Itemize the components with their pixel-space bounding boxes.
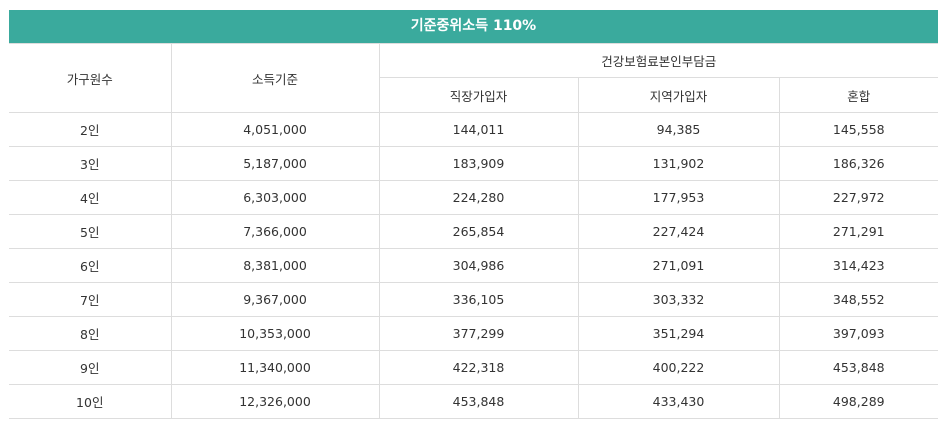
table-body: 2인 4,051,000 144,011 94,385 145,558 3인 5,187,0…: [9, 112, 939, 419]
cell-household: 10인: [9, 384, 172, 419]
cell-mixed: 186,326: [779, 146, 939, 181]
cell-regional: 227,424: [578, 214, 780, 249]
cell-income: 6,303,000: [171, 180, 380, 215]
header-household: 가구원수: [9, 43, 172, 113]
cell-regional: 94,385: [578, 112, 780, 147]
cell-household: 9인: [9, 350, 172, 385]
cell-regional: 131,902: [578, 146, 780, 181]
cell-income: 5,187,000: [171, 146, 380, 181]
cell-income: 8,381,000: [171, 248, 380, 283]
cell-income: 12,326,000: [171, 384, 380, 419]
cell-mixed: 453,848: [779, 350, 939, 385]
cell-household: 2인: [9, 112, 172, 147]
cell-income: 7,366,000: [171, 214, 380, 249]
header-regional: 지역가입자: [578, 77, 780, 113]
cell-mixed: 271,291: [779, 214, 939, 249]
header-premium-group: 건강보험료본인부담금: [379, 43, 939, 78]
cell-employee: 377,299: [379, 316, 579, 351]
cell-regional: 400,222: [578, 350, 780, 385]
cell-household: 4인: [9, 180, 172, 215]
cell-regional: 177,953: [578, 180, 780, 215]
table-row: 7인 9,367,000 336,105 303,332 348,552: [9, 282, 939, 317]
table-row: 10인 12,326,000 453,848 433,430 498,289: [9, 384, 939, 419]
cell-regional: 303,332: [578, 282, 780, 317]
header-row-2: 직장가입자 지역가입자 혼합: [9, 77, 939, 113]
cell-employee: 304,986: [379, 248, 579, 283]
table-row: 9인 11,340,000 422,318 400,222 453,848: [9, 350, 939, 385]
header-row-1: 가구원수 소득기준 건강보험료본인부담금: [9, 43, 939, 113]
table-row: 6인 8,381,000 304,986 271,091 314,423: [9, 248, 939, 283]
table-row: 5인 7,366,000 265,854 227,424 271,291: [9, 214, 939, 249]
cell-mixed: 227,972: [779, 180, 939, 215]
cell-household: 6인: [9, 248, 172, 283]
cell-household: 8인: [9, 316, 172, 351]
cell-household: 7인: [9, 282, 172, 317]
header-employee: 직장가입자: [379, 77, 579, 113]
cell-employee: 183,909: [379, 146, 579, 181]
cell-income: 10,353,000: [171, 316, 380, 351]
income-table: 가구원수 소득기준 건강보험료본인부담금 직장가입자 지역가입자 혼합 2인 4,…: [9, 43, 939, 419]
cell-household: 3인: [9, 146, 172, 181]
table-row: 2인 4,051,000 144,011 94,385 145,558: [9, 112, 939, 147]
header-income: 소득기준: [171, 43, 380, 113]
cell-income: 11,340,000: [171, 350, 380, 385]
header-mixed: 혼합: [779, 77, 939, 113]
cell-mixed: 348,552: [779, 282, 939, 317]
cell-regional: 351,294: [578, 316, 780, 351]
table-row: 4인 6,303,000 224,280 177,953 227,972: [9, 180, 939, 215]
cell-income: 9,367,000: [171, 282, 380, 317]
cell-mixed: 145,558: [779, 112, 939, 147]
cell-household: 5인: [9, 214, 172, 249]
cell-regional: 271,091: [578, 248, 780, 283]
cell-employee: 453,848: [379, 384, 579, 419]
cell-mixed: 314,423: [779, 248, 939, 283]
table-row: 8인 10,353,000 377,299 351,294 397,093: [9, 316, 939, 351]
cell-employee: 336,105: [379, 282, 579, 317]
cell-mixed: 397,093: [779, 316, 939, 351]
cell-income: 4,051,000: [171, 112, 380, 147]
income-table-container: 기준중위소득 110% 가구원수 소득기준 건강보험료본인부담금 직장가입자 지…: [9, 10, 939, 419]
cell-mixed: 498,289: [779, 384, 939, 419]
table-row: 3인 5,187,000 183,909 131,902 186,326: [9, 146, 939, 181]
cell-employee: 144,011: [379, 112, 579, 147]
table-title: 기준중위소득 110%: [9, 10, 938, 43]
cell-employee: 422,318: [379, 350, 579, 385]
cell-employee: 265,854: [379, 214, 579, 249]
cell-regional: 433,430: [578, 384, 780, 419]
cell-employee: 224,280: [379, 180, 579, 215]
